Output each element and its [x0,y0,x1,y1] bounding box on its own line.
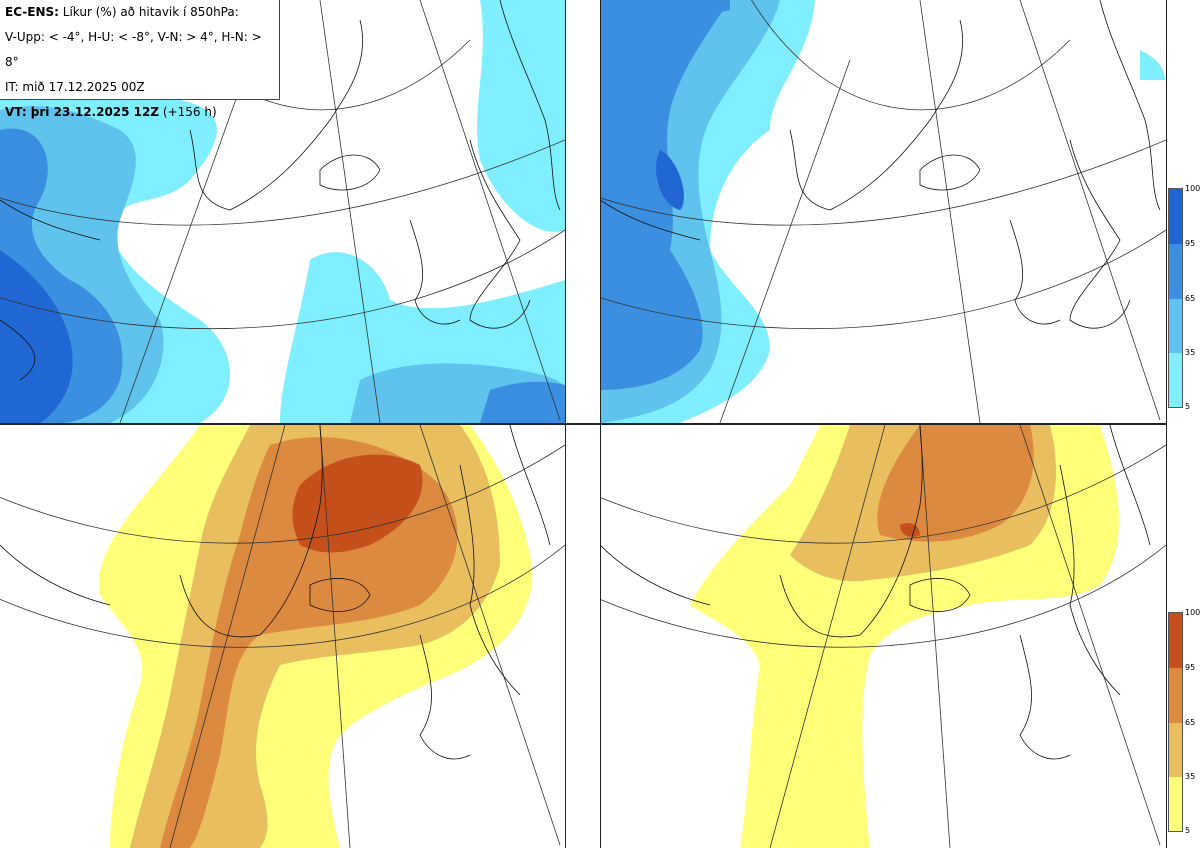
info-title: EC-ENS: Líkur (%) að hitavik í 850hPa: [5,5,239,19]
colorbar-warm [1168,612,1183,832]
colorbar-warm-band-1 [1169,613,1182,668]
legend-cold: 100 95 65 35 5 [1168,184,1200,411]
colorbar-cold-band-2 [1169,244,1182,299]
colorbar-cold-band-3 [1169,299,1182,353]
map-panel-h-n [600,425,1166,848]
forecast-info-box: EC-ENS: Líkur (%) að hitavik í 850hPa: V… [0,0,280,119]
legend-warm: 100 95 65 35 5 [1168,608,1200,835]
colorbar-warm-band-2 [1169,668,1182,723]
legend-cold-tick-95: 95 [1185,239,1196,248]
info-initial-time: IT: mið 17.12.2025 00Z [5,80,145,94]
legend-cold-tick-35: 35 [1185,348,1196,357]
colorbar-cold [1168,188,1183,408]
legend-warm-tick-65: 65 [1185,718,1196,727]
legend-cold-tick-100: 100 [1185,184,1200,193]
legend-cold-tick-65: 65 [1185,294,1196,303]
colorbar-warm-band-4 [1169,777,1182,831]
legend-warm-tick-95: 95 [1185,663,1196,672]
panel-border-edge [1166,0,1167,848]
colorbar-cold-band-1 [1169,189,1182,244]
info-thresholds: V-Upp: < -4°, H-U: < -8°, V-N: > 4°, H-N… [5,30,262,69]
colorbar-warm-band-3 [1169,723,1182,777]
map-panel-v-upp [0,0,565,423]
legend-warm-tick-5: 5 [1185,826,1191,835]
legend-warm-tick-35: 35 [1185,772,1196,781]
map-panel-h-u [600,0,1166,423]
map-panel-v-n [0,425,565,848]
legend-cold-tick-5: 5 [1185,402,1191,411]
colorbar-cold-band-4 [1169,353,1182,407]
legend-warm-tick-100: 100 [1185,608,1200,617]
panel-divider-horizontal [0,423,1166,425]
info-valid-time: VT: þri 23.12.2025 12Z (+156 h) [5,105,217,119]
